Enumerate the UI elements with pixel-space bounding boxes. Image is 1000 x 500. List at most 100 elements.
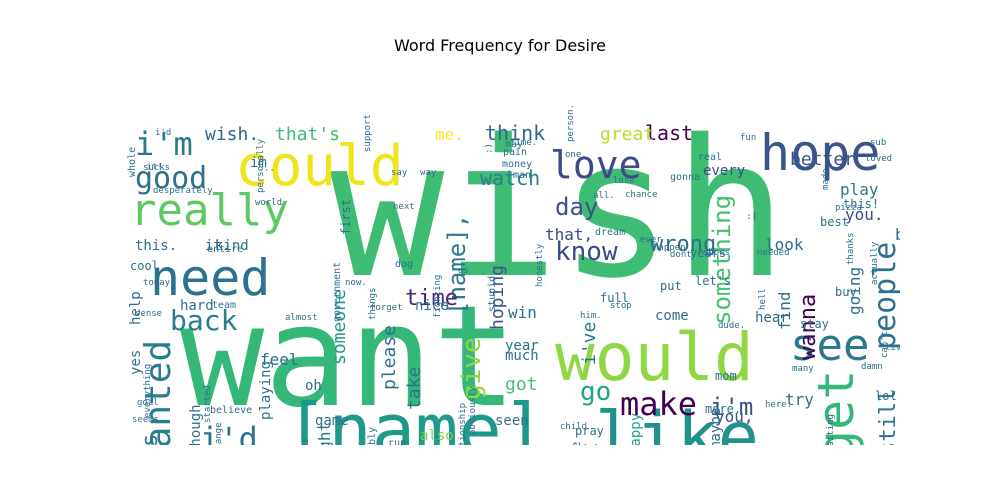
word-lose-137: lose [613, 176, 635, 186]
word-also-80: also [420, 428, 454, 444]
word-desperately-130: desperately [153, 186, 213, 196]
word-sub-136: sub [870, 138, 886, 148]
word-lol-88: lol [875, 389, 897, 403]
word-made-141: made [821, 168, 831, 190]
word---193: :( [746, 212, 757, 222]
word-that--55: that, [545, 225, 593, 244]
word-actually-152: actually [870, 241, 880, 285]
word-dog-113: dog [395, 259, 413, 270]
word-him--159: him. [580, 311, 602, 321]
word-mom-89: mom [715, 369, 737, 383]
word-whole-114: whole [127, 147, 138, 177]
word-probably-120: probably [367, 427, 378, 445]
word-can-t-164: can't [880, 331, 890, 358]
word-buy-104: buy [835, 285, 857, 299]
word-cloud: wish want [name] would like could hope need real… [125, 60, 900, 445]
word-hear-53: hear [755, 310, 789, 326]
word-real-107: real [698, 152, 722, 163]
word-stupid-118: stupid [487, 276, 498, 312]
word-year-82: year [505, 338, 539, 354]
word-dude--160: dude. [718, 321, 745, 331]
word-one--189: one. [565, 150, 587, 160]
word-cool-93: cool [130, 259, 159, 273]
word-believe-117: believe [210, 405, 252, 416]
word-started-168: started [203, 385, 213, 423]
word-time--190: time. [510, 138, 537, 148]
word-oh-87: oh [305, 378, 322, 394]
word-i-d-128: i'd [155, 128, 171, 138]
word-let-s-90: let's [695, 274, 731, 288]
word-now--184: now. [345, 278, 367, 288]
word-run-123: run [388, 438, 406, 445]
word-go-21: go [580, 377, 611, 407]
word-things-187: things [368, 287, 378, 320]
word-yes-72: yes [128, 350, 144, 375]
word-wish--42: wish. [205, 124, 259, 145]
word-playing-86: playing [258, 361, 274, 420]
word-here--183: here. [765, 400, 792, 410]
word-that-s-43: that's [275, 124, 340, 145]
word-waiting-182: waiting [826, 414, 836, 445]
word-all--144: all. [593, 191, 615, 201]
word-way-133: way [420, 168, 437, 178]
word-seen-81: seen [495, 413, 529, 429]
word-man-110: man [513, 170, 531, 181]
word-i-ve-61: i've [579, 322, 600, 365]
word-wants-26: wants [138, 434, 163, 445]
word-stay-103: stay [800, 317, 829, 331]
word-relationship-174: relationship [458, 403, 468, 445]
word-best-95: best [820, 215, 849, 229]
word-me--57: me. [435, 125, 464, 144]
word-dream-112: dream [595, 227, 625, 238]
word-gonna-111: gonna [670, 172, 700, 183]
word-change-169: change [214, 422, 224, 445]
word-though-85: though [188, 404, 204, 445]
word-hard-74: hard [180, 298, 214, 314]
word-fighting-158: fighting [433, 275, 443, 318]
word-damn-163: damn [861, 362, 883, 372]
word-wrong-188: wrong [650, 232, 716, 257]
word---195: ... [259, 163, 275, 173]
word-this--76: this. [135, 238, 177, 254]
word-get-10: get [807, 370, 865, 445]
word-first-94: first [339, 199, 353, 235]
word-put-96: put [660, 279, 682, 293]
word-looks-170: looks [301, 438, 311, 445]
word-cloud-svg: wishwant[name]wouldlike could hope need real… [125, 60, 900, 445]
word-win-54: win [508, 303, 537, 322]
word-bad-78: bad [895, 225, 900, 244]
word-support-132: support [363, 114, 373, 152]
word-hell-157: hell [758, 288, 768, 310]
word-great-41: great [600, 124, 654, 145]
word-sense-186: sense [135, 309, 162, 319]
word-today-153: today [143, 278, 171, 288]
word-fun-135: fun [740, 133, 756, 143]
word-every-56: every [703, 163, 745, 179]
word-please-33: please [379, 325, 400, 390]
word-it--192: it! [146, 162, 162, 172]
word-happy-60: happy [628, 413, 644, 445]
word-better-39: better [790, 149, 855, 170]
word-seems-167: seems [132, 415, 159, 425]
word-upvote-100: upvote [569, 442, 583, 445]
word-everything-166: everything [143, 364, 153, 418]
word-us-191: us [458, 266, 469, 276]
word-come-83: come [655, 308, 689, 324]
word-person--134: person. [566, 104, 576, 142]
word-pizza-140: pizza [835, 203, 862, 213]
word-obviously-177: obviously [468, 386, 478, 435]
chart-title: Word Frequency for Desire [0, 36, 1000, 55]
word-honestly-155: honestly [535, 243, 545, 287]
word-child-176: child [560, 422, 587, 432]
word-government-119: government [332, 262, 343, 322]
word-next-143: next [393, 202, 415, 212]
word-needed-150: needed [757, 248, 790, 258]
word-take-32: take [404, 367, 425, 410]
word-nice-92: nice [415, 298, 449, 314]
word-right-66: right [315, 422, 334, 445]
word-more--98: more. [705, 402, 741, 416]
word-almost-185: almost [285, 313, 318, 323]
word-chance-138: chance [625, 190, 658, 200]
word-got-62: got [505, 374, 538, 395]
